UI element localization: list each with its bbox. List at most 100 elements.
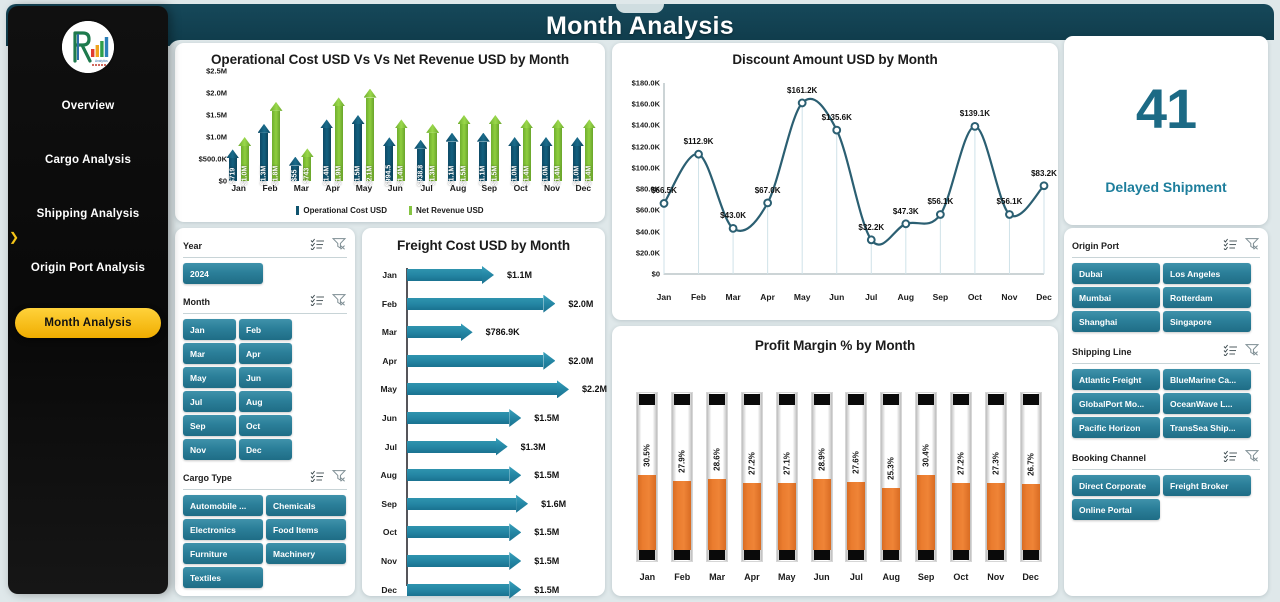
tube-cap-top [778,394,795,405]
slicer-chip-cargo-type[interactable]: Automobile ... [183,495,263,516]
freight-bar-row: Nov $1.5M [368,552,601,570]
multi-select-icon[interactable] [310,293,325,311]
y-axis-tick: $120.0K [631,142,660,152]
legend-swatch [409,206,412,215]
sidebar-item-cargo-analysis[interactable]: Cargo Analysis [8,146,168,174]
bar: $1.5M [488,115,502,185]
bar: $1.3M [257,123,271,185]
x-axis-tick: Jan [231,183,246,193]
slicer-chip-month[interactable]: Nov [183,439,236,460]
slicer-chip-shipping-line[interactable]: Pacific Horizon [1072,417,1160,438]
clear-filter-icon[interactable] [331,237,347,255]
freight-bar-row: Mar $786.9K [368,323,601,342]
slicer-chip-shipping-line[interactable]: TransSea Ship... [1163,417,1251,438]
slicer-chip-month[interactable]: Mar [183,343,236,364]
sidebar-item-overview[interactable]: Overview [8,92,168,120]
multi-select-icon[interactable] [1223,237,1238,255]
slicer-chip-cargo-type[interactable]: Food Items [266,519,346,540]
sidebar-item-month-analysis[interactable]: Month Analysis [15,308,161,338]
slicer-chip-shipping-line[interactable]: OceanWave L... [1163,393,1251,414]
chart-title: Operational Cost USD Vs Vs Net Revenue U… [211,52,569,67]
header-band: Month Analysis [6,4,1274,46]
slicer-chip-booking-channel[interactable]: Online Portal [1072,499,1160,520]
legend-item-operational-cost: Operational Cost USD [296,206,387,215]
multi-select-icon[interactable] [1223,449,1238,467]
slicer-chip-month[interactable]: Sep [183,415,236,436]
slicer-chip-cargo-type[interactable]: Furniture [183,543,263,564]
sidebar-item-label: Cargo Analysis [44,154,132,166]
x-axis-tick: Feb [690,292,707,302]
data-point-label: $67.0K [754,185,781,195]
clear-filter-icon[interactable] [1244,449,1260,467]
tube-fill [742,482,761,550]
slicer-chip-booking-channel[interactable]: Direct Corporate [1072,475,1160,496]
freight-bar-row: Sep $1.6M [368,494,601,513]
slicer-chip-month[interactable]: Jun [239,367,292,388]
clear-filter-icon[interactable] [1244,343,1260,361]
tube-cap-bottom [709,549,726,560]
slicer-chip-origin-port[interactable]: Mumbai [1072,287,1160,308]
slicer-chip-origin-port[interactable]: Los Angeles [1163,263,1251,284]
freight-bar-row: Apr $2.0M [368,351,601,370]
category-label: Dec [381,584,397,595]
clear-filter-icon[interactable] [1244,237,1260,255]
clear-filter-icon[interactable] [331,293,347,311]
slicer-chip-month[interactable]: Feb [239,319,292,340]
slicer-actions [310,293,347,311]
header-notch [616,4,664,13]
plot-area: $719 $1.0M $1.3M $1.8M $55 $743 $1.4M $1.9M $1.5… [223,71,599,186]
slicer-actions [1223,237,1260,255]
category-label: May [380,384,397,395]
category-label: Jul [384,441,397,452]
legend-label: Net Revenue USD [416,206,484,215]
multi-select-icon[interactable] [310,237,325,255]
slicer-chip-month[interactable]: Aug [239,391,292,412]
slicer-chip-month[interactable]: Apr [239,343,292,364]
bar-group: $55 $743 [288,71,314,183]
svg-text:Analytics: Analytics [95,59,108,63]
tube-cap-bottom [987,549,1004,560]
x-axis-tick: Mar [293,183,309,193]
slicer-chip-shipping-line[interactable]: Atlantic Freight [1072,369,1160,390]
slicer-header-origin-port: Origin Port [1072,234,1260,258]
slicer-chip-year[interactable]: 2024 [183,263,263,284]
bar: $938.8 [414,139,428,186]
slicer-chip-cargo-type[interactable]: Chemicals [266,495,346,516]
slicer-chip-month[interactable]: Jan [183,319,236,340]
slicer-chip-origin-port[interactable]: Shanghai [1072,311,1160,332]
bar: $1.1M [445,132,459,185]
slicer-chip-month[interactable]: Jul [183,391,236,412]
slicer-chip-shipping-line[interactable]: BlueMarine Ca... [1163,369,1251,390]
slicer-chip-shipping-line[interactable]: GlobalPort Mo... [1072,393,1160,414]
value-label: 26.7% [1026,453,1036,476]
sidebar-item-origin-port-analysis[interactable]: Origin Port Analysis [8,254,168,282]
y-axis-tick: $60.0K [635,205,660,215]
x-axis-tick: Jun [829,292,845,302]
slicer-chip-cargo-type[interactable]: Textiles [183,567,263,588]
data-point-label: $161.2K [787,85,818,95]
slicer-chip-month[interactable]: May [183,367,236,388]
multi-select-icon[interactable] [310,469,325,487]
freight-bar-row: Jul $1.3M [368,437,601,456]
bar [407,380,571,399]
slicer-chip-cargo-type[interactable]: Machinery [266,543,346,564]
slicer-actions [1223,343,1260,361]
sidebar-item-shipping-analysis[interactable]: Shipping Analysis [8,200,168,228]
slicer-chip-booking-channel[interactable]: Freight Broker [1163,475,1251,496]
data-point-label: $56.1K [996,197,1023,207]
tube-cap-top [639,394,656,405]
multi-select-icon[interactable] [1223,343,1238,361]
slicer-chip-origin-port[interactable]: Dubai [1072,263,1160,284]
bar: $1.5M [457,115,471,185]
x-axis-tick: Jun [387,183,403,193]
tube-cap-bottom [674,549,691,560]
slicer-chip-origin-port[interactable]: Singapore [1163,311,1251,332]
y-axis-tick: $140.0K [631,120,660,130]
slicer-chip-month[interactable]: Dec [239,439,292,460]
slicer-title: Year [183,241,203,251]
slicer-chip-month[interactable]: Oct [239,415,292,436]
slicer-chip-origin-port[interactable]: Rotterdam [1163,287,1251,308]
slicer-chip-cargo-type[interactable]: Electronics [183,519,263,540]
clear-filter-icon[interactable] [331,469,347,487]
bar: $55 [288,156,302,181]
